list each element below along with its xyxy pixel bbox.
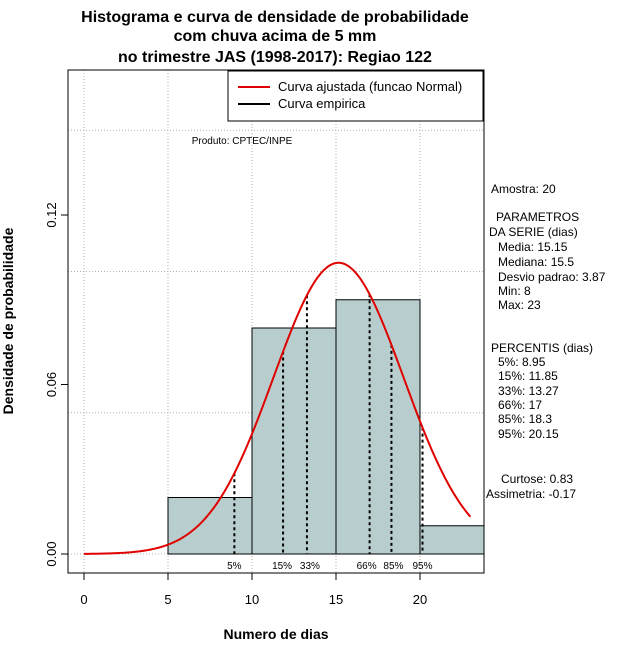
chart-title-line-3: no trimestre JAS (1998-2017): Regiao 122 bbox=[118, 49, 432, 66]
histogram-bar-2 bbox=[335, 299, 421, 555]
stat-params-title-2: DA SERIE (dias) bbox=[489, 225, 578, 239]
stat-p85: 85%: 18.3 bbox=[498, 412, 552, 426]
stat-max: Max: 23 bbox=[498, 298, 541, 312]
stat-sd: Desvio padrao: 3.87 bbox=[498, 270, 606, 284]
stat-p5: 5%: 8.95 bbox=[498, 355, 546, 369]
stats-panel: Amostra: 20 PARAMETROS DA SERIE (dias) M… bbox=[486, 182, 606, 501]
x-tick-label-1: 5 bbox=[164, 592, 171, 607]
legend-label-empirical: Curva empirica bbox=[278, 96, 366, 111]
histogram-bar-0 bbox=[167, 497, 253, 555]
y-axis-label: Densidade de probabilidade bbox=[0, 227, 16, 414]
percentile-label-1: 15% bbox=[272, 561, 292, 572]
stat-sample: Amostra: 20 bbox=[491, 182, 556, 196]
x-tick-label-3: 15 bbox=[329, 592, 343, 607]
histogram-bars bbox=[167, 299, 485, 555]
y-tick-label-0: 0.00 bbox=[44, 541, 59, 566]
chart-title-line-2: com chuva acima de 5 mm bbox=[174, 28, 377, 45]
legend: Curva ajustada (funcao Normal) Curva emp… bbox=[227, 70, 484, 122]
y-axis: 0.00 0.06 0.12 bbox=[44, 202, 69, 567]
y-tick-label-1: 0.06 bbox=[44, 372, 59, 397]
density-curve bbox=[83, 261, 472, 555]
stat-min: Min: 8 bbox=[498, 284, 531, 298]
x-tick-label-4: 20 bbox=[413, 592, 427, 607]
percentile-label-3: 66% bbox=[357, 561, 377, 572]
x-tick-label-2: 10 bbox=[245, 592, 259, 607]
product-label: Produto: CPTEC/INPE bbox=[192, 136, 293, 147]
percentile-labels: 5% 15% 33% 66% 85% 95% bbox=[227, 561, 433, 572]
x-axis-label: Numero de dias bbox=[223, 626, 328, 642]
histogram-bar-3 bbox=[419, 525, 485, 555]
percentile-lines bbox=[233, 294, 424, 554]
y-tick-label-2: 0.12 bbox=[44, 202, 59, 227]
stat-median: Mediana: 15.5 bbox=[498, 255, 574, 269]
stat-mean: Media: 15.15 bbox=[498, 240, 568, 254]
x-tick-label-0: 0 bbox=[80, 592, 87, 607]
stat-params-title-1: PARAMETROS bbox=[496, 210, 579, 224]
stat-p15: 15%: 11.85 bbox=[498, 369, 558, 383]
legend-box bbox=[227, 70, 484, 122]
stat-percentiles-title: PERCENTIS (dias) bbox=[491, 341, 593, 355]
percentile-label-4: 85% bbox=[383, 561, 403, 572]
stat-skewness: Assimetria: -0.17 bbox=[486, 487, 576, 501]
x-axis: 0 5 10 15 20 bbox=[80, 572, 427, 607]
stat-p33: 33%: 13.27 bbox=[498, 384, 559, 398]
stat-p66: 66%: 17 bbox=[498, 398, 542, 412]
histogram-bar-1 bbox=[251, 327, 337, 555]
stat-p95: 95%: 20.15 bbox=[498, 427, 559, 441]
chart-title-line-1: Histograma e curva de densidade de proba… bbox=[81, 9, 469, 26]
legend-label-fitted: Curva ajustada (funcao Normal) bbox=[278, 79, 462, 94]
percentile-label-5: 95% bbox=[413, 561, 433, 572]
density-curve-layer bbox=[83, 261, 472, 555]
percentile-label-2: 33% bbox=[300, 561, 320, 572]
percentile-label-0: 5% bbox=[227, 561, 242, 572]
stat-kurtosis: Curtose: 0.83 bbox=[501, 472, 573, 486]
